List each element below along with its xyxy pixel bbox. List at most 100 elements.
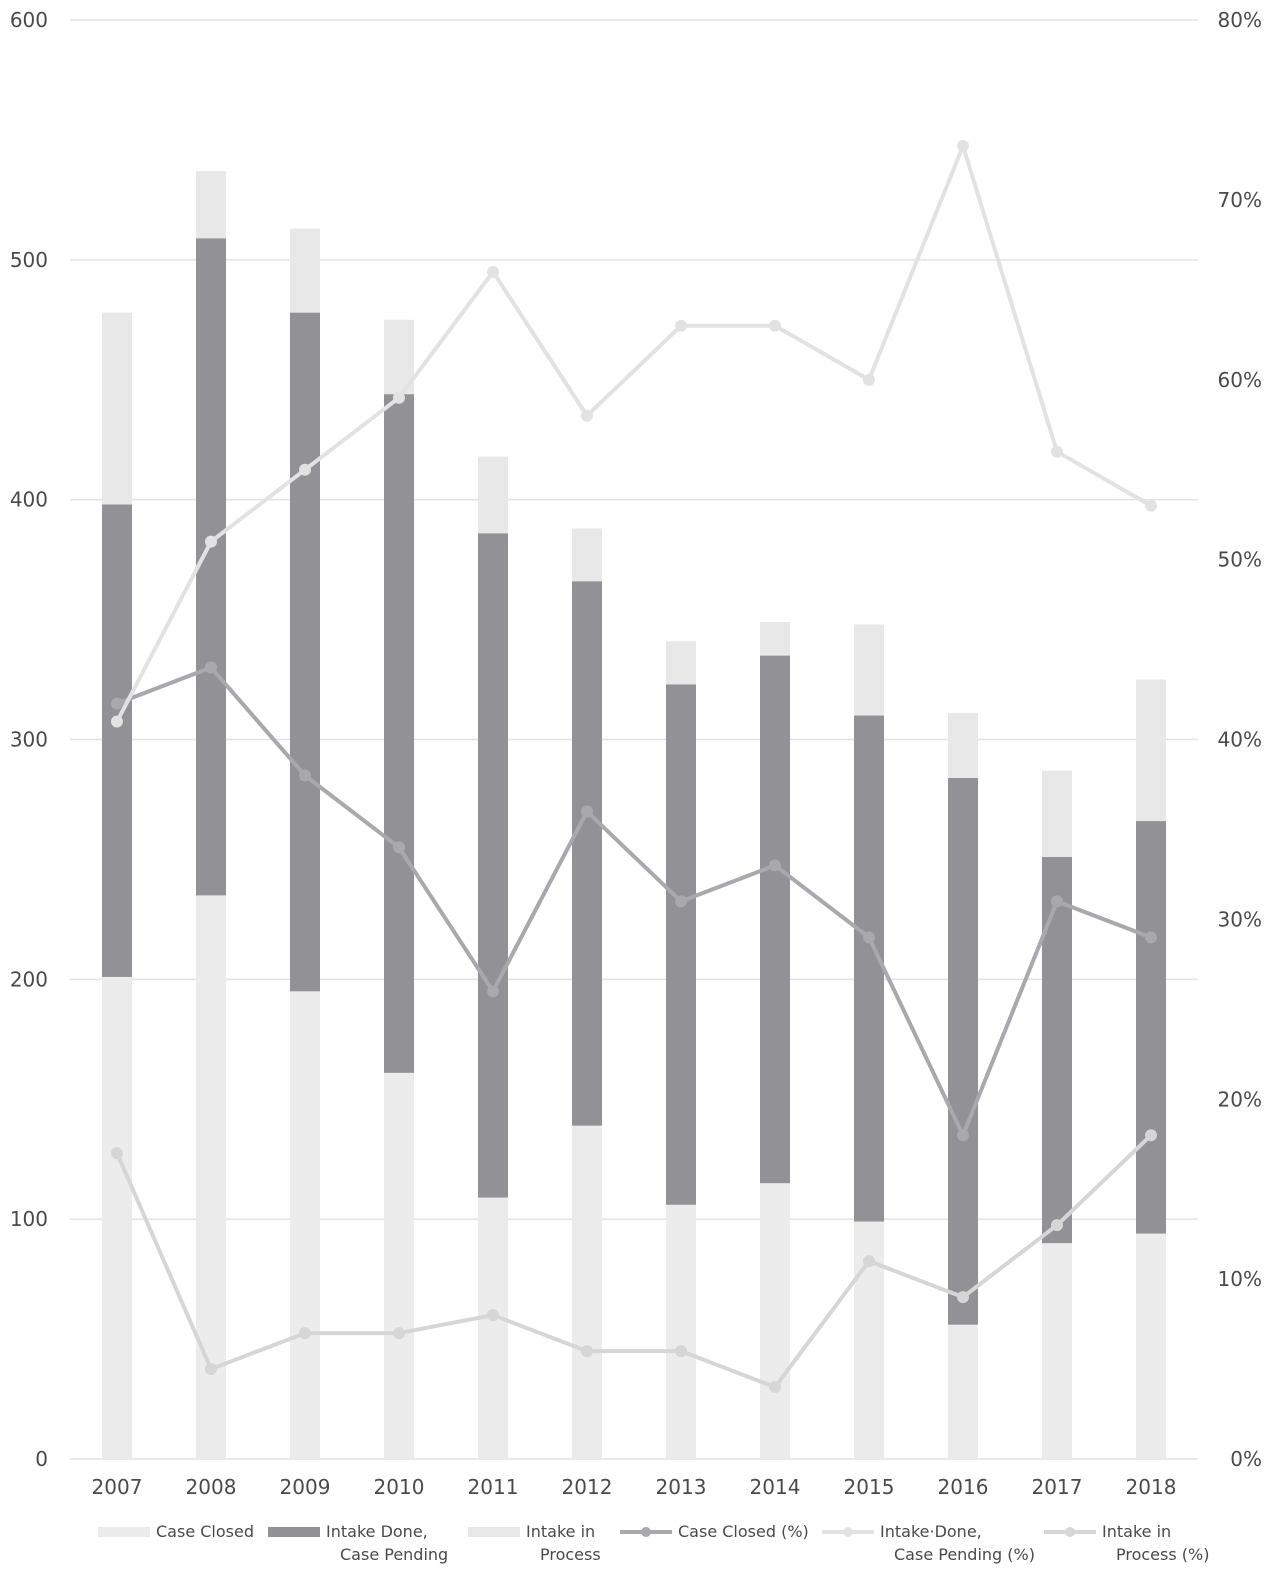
y2-tick-label: 50% [1218,548,1262,572]
point-intake-done-case-pending [205,535,217,548]
bar-case-closed [1042,1243,1072,1459]
point-intake-done-case-pending [581,409,593,422]
point-intake-done-case-pending [1051,445,1063,458]
point-intake-in-process [299,1327,311,1340]
bar-case-closed [1136,1233,1166,1459]
bar-case-closed [478,1197,508,1459]
bar-intake-in-process [196,171,226,239]
gridlines [70,19,1198,1460]
bar-intake-in-process [102,312,132,505]
point-case-closed [393,841,405,854]
bar-intake-done-case-pending [666,684,696,1205]
point-intake-done-case-pending [957,139,969,152]
y-tick-label: 200 [10,967,48,991]
legend-label: Intake·Done, Case Pending (%) [880,1522,1035,1564]
y-tick-label: 400 [10,488,48,512]
x-tick-label: 2015 [844,1475,895,1499]
point-intake-in-process [957,1291,969,1304]
x-tick-label: 2013 [656,1475,707,1499]
legend: Case Closed Intake Done, Case Pending Intak… [98,1522,1209,1564]
x-tick-label: 2012 [562,1475,613,1499]
point-intake-in-process [581,1345,593,1358]
point-intake-done-case-pending [111,715,123,728]
legend-marker [1065,1527,1075,1537]
y-tick-label: 300 [10,728,48,752]
x-tick-label: 2009 [280,1475,331,1499]
y-tick-label: 100 [10,1207,48,1231]
point-case-closed [1145,931,1157,944]
bar-intake-done-case-pending [572,581,602,1126]
y2-tick-label: 80% [1218,8,1262,32]
y2-tick-label: 30% [1218,907,1262,931]
bar-intake-done-case-pending [102,504,132,977]
bars [102,171,1166,1459]
point-intake-in-process [393,1327,405,1340]
y2-tick-label: 60% [1218,368,1262,392]
bar-case-closed [572,1125,602,1459]
point-intake-done-case-pending [1145,499,1157,512]
bar-intake-in-process [572,528,602,582]
legend-label: Intake in Process [526,1522,601,1564]
x-tick-label: 2018 [1126,1475,1177,1499]
y-tick-label: 600 [10,8,48,32]
bar-intake-done-case-pending [290,312,320,992]
legend-label: Intake Done, Case Pending [326,1522,448,1564]
x-tick-label: 2010 [374,1475,425,1499]
x-tick-label: 2017 [1032,1475,1083,1499]
bar-case-closed [760,1183,790,1459]
bar-intake-in-process [666,641,696,685]
legend-label: Case Closed [156,1522,254,1541]
bar-intake-done-case-pending [196,238,226,896]
y2-tick-label: 70% [1218,188,1262,212]
bar-intake-in-process [948,713,978,778]
point-case-closed [111,697,123,710]
point-case-closed [769,859,781,872]
point-intake-done-case-pending [393,391,405,404]
bar-intake-done-case-pending [384,394,414,1073]
bar-intake-in-process [760,621,790,656]
point-intake-done-case-pending [769,319,781,332]
x-tick-label: 2016 [938,1475,989,1499]
bar-intake-done-case-pending [478,533,508,1198]
bar-intake-done-case-pending [1042,857,1072,1244]
point-case-closed [675,895,687,908]
point-intake-in-process [675,1345,687,1358]
point-case-closed [205,661,217,674]
point-intake-done-case-pending [299,463,311,476]
point-intake-done-case-pending [863,373,875,386]
point-case-closed [1051,895,1063,908]
bar-intake-done-case-pending [854,715,884,1222]
legend-swatch [268,1527,320,1537]
y2-tick-label: 20% [1218,1087,1262,1111]
bar-intake-in-process [478,456,508,534]
bar-intake-in-process [1042,770,1072,858]
bar-intake-in-process [854,624,884,716]
point-intake-in-process [487,1309,499,1322]
point-case-closed [957,1129,969,1142]
legend-marker [843,1527,853,1537]
point-intake-done-case-pending [675,319,687,332]
legend-label: Intake in Process (%) [1102,1522,1209,1564]
bar-case-closed [290,991,320,1459]
line-intake-done-case-pending [115,143,1152,723]
y2-tick-label: 40% [1218,728,1262,752]
bar-intake-done-case-pending [1136,821,1166,1234]
point-case-closed [299,769,311,782]
axes: 0 100 200 300 400 500 600 0% 10% 20% 30% 40% 50% 60% 7… [10,8,1262,1499]
bar-case-closed [102,976,132,1459]
y-tick-label: 500 [10,248,48,272]
y2-tick-label: 10% [1218,1267,1262,1291]
bar-intake-in-process [1136,679,1166,822]
bar-intake-done-case-pending [760,655,790,1184]
y-tick-label: 0 [35,1447,48,1471]
x-tick-label: 2008 [186,1475,237,1499]
point-intake-in-process [205,1363,217,1376]
bar-case-closed [666,1204,696,1459]
point-intake-in-process [111,1147,123,1160]
x-tick-label: 2007 [92,1475,143,1499]
legend-swatch [468,1527,520,1537]
bar-case-closed [384,1072,414,1459]
point-intake-in-process [863,1255,875,1268]
point-intake-in-process [769,1381,781,1394]
